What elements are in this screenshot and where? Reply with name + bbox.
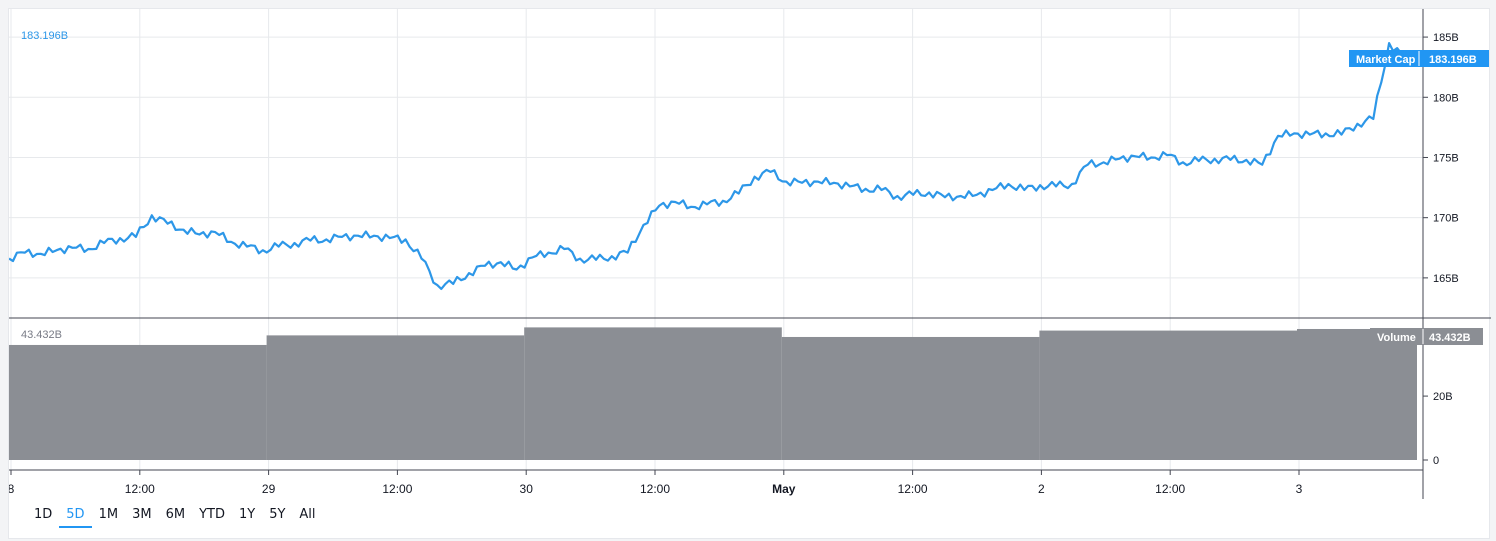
volume-bar — [1297, 328, 1417, 460]
y-tick-label: 165B — [1433, 273, 1459, 285]
x-tick-label: May — [772, 482, 796, 496]
time-axis: 8 12:00 29 12:00 30 12:00 May 12:00 2 12:00 3 — [9, 470, 1303, 496]
x-tick-label: 12:00 — [898, 482, 928, 496]
volume-bar — [266, 335, 525, 460]
volume-bar — [1039, 330, 1297, 460]
x-tick-label: 12:00 — [382, 482, 412, 496]
chart-widget: 185B180B175B170B165B40B20B0 812:002912:0… — [8, 8, 1491, 539]
range-button-5d[interactable]: 5D — [59, 504, 92, 528]
market-cap-line — [9, 42, 1406, 290]
market-cap-chart[interactable]: 185B180B175B170B165B40B20B0 812:002912:0… — [9, 9, 1491, 499]
y-tick-label: 175B — [1433, 152, 1459, 164]
range-button-1d[interactable]: 1D — [34, 507, 53, 522]
volume-tag-value: 43.432B — [1429, 332, 1471, 344]
range-button-1m[interactable]: 1M — [98, 507, 119, 522]
x-tick-label: 3 — [1296, 482, 1303, 496]
range-button-all[interactable]: All — [299, 507, 316, 522]
volume-bar — [9, 344, 267, 460]
volume-tag: Volume 43.432B — [1370, 328, 1483, 345]
x-tick-label: 30 — [520, 482, 534, 496]
range-button-3m[interactable]: 3M — [132, 507, 152, 522]
range-button-5y[interactable]: 5Y — [269, 507, 286, 522]
market-cap-value-label: 183.196B — [21, 30, 68, 42]
price-axis: 185B180B175B170B165B40B20B0 — [1423, 32, 1459, 467]
volume-bar — [781, 336, 1040, 460]
x-tick-label: 29 — [262, 482, 276, 496]
volume-bars — [9, 327, 1417, 460]
volume-value-label: 43.432B — [21, 329, 62, 341]
range-selector: 1D 5D 1M 3M 6M YTD 1Y 5Y All — [27, 504, 323, 528]
y-tick-label: 170B — [1433, 213, 1459, 225]
volume-tick-label: 0 — [1433, 455, 1439, 467]
y-tick-label: 180B — [1433, 92, 1459, 104]
range-button-1y[interactable]: 1Y — [238, 507, 256, 522]
x-tick-label: 12:00 — [125, 482, 155, 496]
market-cap-tag: Market Cap 183.196B — [1349, 50, 1489, 67]
market-cap-tag-label: Market Cap — [1356, 54, 1416, 66]
x-tick-label: 2 — [1038, 482, 1045, 496]
market-cap-tag-value: 183.196B — [1429, 54, 1477, 66]
volume-tag-label: Volume — [1377, 332, 1416, 344]
x-tick-label: 12:00 — [1155, 482, 1185, 496]
x-tick-label: 12:00 — [640, 482, 670, 496]
grid-lines — [9, 9, 1423, 470]
x-tick-label: 8 — [9, 482, 15, 496]
range-button-6m[interactable]: 6M — [165, 507, 186, 522]
volume-tick-label: 20B — [1433, 391, 1453, 403]
y-tick-label: 185B — [1433, 32, 1459, 44]
volume-bar — [524, 327, 782, 460]
range-button-ytd[interactable]: YTD — [199, 507, 225, 522]
